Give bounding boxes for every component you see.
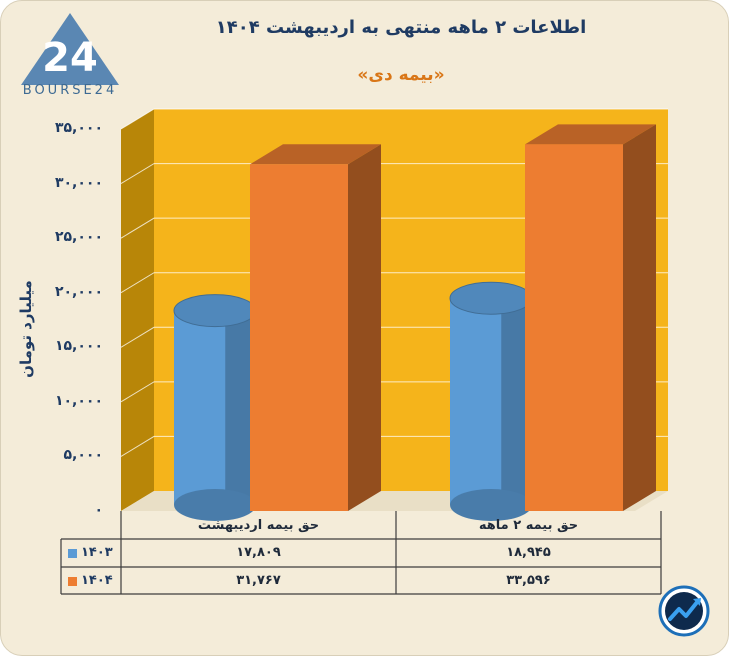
bar-1404-front: [250, 164, 348, 511]
y-axis-label: میلیارد تومان: [17, 280, 35, 378]
legend-series-name: ۱۴۰۳: [81, 545, 113, 560]
y-tick-label: ۲۵,۰۰۰: [54, 229, 103, 246]
data-label: ۳۳,۵۹۶: [506, 573, 551, 588]
x-category-label: حق بیمه اردیبهشت: [197, 518, 320, 533]
y-tick-label: ۱۵,۰۰۰: [54, 338, 103, 355]
x-category-label: حق بیمه ۲ ماهه: [478, 518, 579, 533]
gridline: [120, 108, 668, 130]
legend-key: [68, 577, 77, 586]
y-tick-label: ۲۰,۰۰۰: [54, 283, 103, 300]
side-wall: [121, 109, 154, 511]
y-tick-label: ۳۵,۰۰۰: [54, 120, 103, 136]
y-tick-label: ۵,۰۰۰: [63, 447, 104, 464]
bar-1403-top: [449, 281, 533, 315]
bourse24-logo: 24: [21, 13, 119, 85]
gridline: [120, 163, 668, 184]
bar-1403-base: [450, 489, 532, 521]
bar-1403-base: [174, 489, 256, 521]
y-tick-label: ۱۰,۰۰۰: [54, 392, 103, 409]
trend-badge-icon: [658, 585, 710, 637]
legend-series-name: ۱۴۰۴: [81, 573, 113, 588]
bar-1403-top: [173, 294, 257, 328]
gridline: [120, 217, 668, 239]
bar-1404-side: [623, 124, 656, 511]
y-tick-label: ۳۰,۰۰۰: [54, 174, 103, 191]
data-label: ۳۱,۷۶۷: [236, 573, 281, 588]
data-label: ۱۸,۹۴۵: [506, 545, 551, 560]
y-tick-label: ۰: [94, 502, 103, 518]
data-label: ۱۷,۸۰۹: [236, 545, 281, 560]
legend-key: [68, 549, 77, 558]
chart-subtitle: «بیمه دی»: [357, 65, 445, 85]
bar-1404-side: [348, 144, 381, 511]
chart-title: اطلاعات ۲ ماهه منتهی به اردیبهشت ۱۴۰۴: [215, 17, 587, 38]
gridline: [120, 272, 668, 294]
bar-1404-top: [525, 124, 656, 145]
logo-mark: 24: [42, 35, 98, 81]
logo-text: BOURSE24: [22, 83, 118, 98]
bar-1404-front: [525, 144, 623, 511]
bar-1404-top: [250, 144, 381, 165]
